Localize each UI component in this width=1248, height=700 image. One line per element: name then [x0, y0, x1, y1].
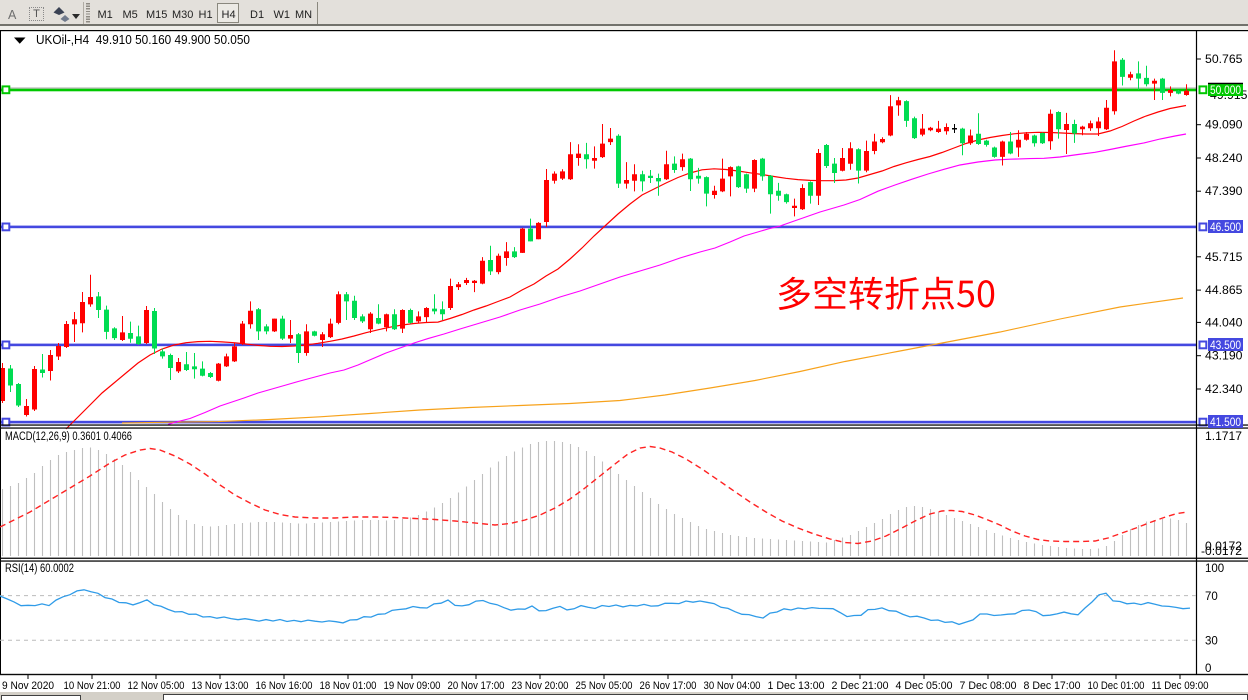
- svg-text:46.500: 46.500: [1210, 222, 1241, 234]
- svg-text:23 Nov 20:00: 23 Nov 20:00: [512, 680, 569, 692]
- svg-text:2 Dec 21:00: 2 Dec 21:00: [832, 680, 889, 692]
- svg-text:RSI(14) 60.0002: RSI(14) 60.0002: [5, 563, 74, 575]
- svg-text:50.000: 50.000: [1210, 85, 1241, 97]
- svg-text:47.390: 47.390: [1205, 186, 1243, 198]
- svg-text:50.765: 50.765: [1205, 54, 1243, 66]
- svg-text:12 Nov 05:00: 12 Nov 05:00: [128, 680, 185, 692]
- svg-text:43.190: 43.190: [1205, 351, 1243, 363]
- svg-text:0: 0: [1205, 663, 1211, 675]
- svg-text:9 Nov 2020: 9 Nov 2020: [2, 680, 54, 692]
- svg-text:8 Dec 17:00: 8 Dec 17:00: [1024, 680, 1081, 692]
- svg-text:49.090: 49.090: [1205, 120, 1243, 132]
- svg-text:18 Nov 01:00: 18 Nov 01:00: [320, 680, 377, 692]
- svg-text:48.240: 48.240: [1205, 153, 1243, 165]
- svg-text:45.715: 45.715: [1205, 252, 1243, 264]
- svg-text:100: 100: [1205, 563, 1224, 575]
- svg-text:26 Nov 17:00: 26 Nov 17:00: [640, 680, 697, 692]
- svg-text:10 Nov 21:00: 10 Nov 21:00: [64, 680, 121, 692]
- svg-text:13 Nov 13:00: 13 Nov 13:00: [192, 680, 249, 692]
- svg-text:43.500: 43.500: [1210, 340, 1241, 352]
- svg-text:4 Dec 05:00: 4 Dec 05:00: [896, 680, 953, 692]
- svg-text:41.500: 41.500: [1210, 417, 1241, 429]
- svg-text:MACD(12,26,9) 0.3601 0.4066: MACD(12,26,9) 0.3601 0.4066: [5, 431, 132, 443]
- svg-text:7 Dec 08:00: 7 Dec 08:00: [960, 680, 1017, 692]
- svg-text:1.1717: 1.1717: [1205, 431, 1242, 443]
- svg-text:44.865: 44.865: [1205, 285, 1243, 297]
- svg-text:19 Nov 09:00: 19 Nov 09:00: [384, 680, 441, 692]
- svg-text:10 Dec 01:00: 10 Dec 01:00: [1088, 680, 1145, 692]
- svg-text:70: 70: [1205, 591, 1218, 603]
- svg-text:42.340: 42.340: [1205, 384, 1243, 396]
- svg-text:44.040: 44.040: [1205, 317, 1243, 329]
- svg-text:0.0172: 0.0172: [1205, 541, 1242, 553]
- svg-text:30: 30: [1205, 636, 1218, 648]
- svg-text:30 Nov 04:00: 30 Nov 04:00: [704, 680, 761, 692]
- svg-text:-0.0172: -0.0172: [1201, 546, 1242, 558]
- svg-text:20 Nov 17:00: 20 Nov 17:00: [448, 680, 505, 692]
- svg-text:16 Nov 16:00: 16 Nov 16:00: [256, 680, 313, 692]
- svg-text:25 Nov 05:00: 25 Nov 05:00: [576, 680, 633, 692]
- svg-text:1 Dec 13:00: 1 Dec 13:00: [768, 680, 825, 692]
- svg-text:UKOil-,H4 49.910 50.160 49.90: UKOil-,H4 49.910 50.160 49.900 50.050: [36, 33, 250, 47]
- svg-text:11 Dec 09:00: 11 Dec 09:00: [1152, 680, 1209, 692]
